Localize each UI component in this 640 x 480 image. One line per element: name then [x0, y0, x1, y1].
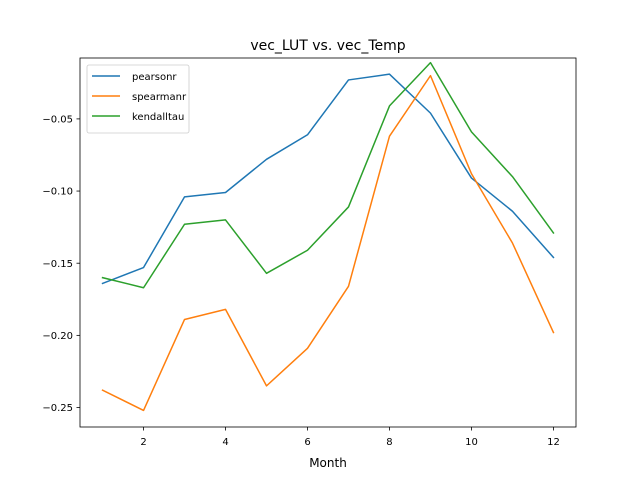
y-tick-label: −0.25	[42, 403, 73, 414]
series-line-spearmanr	[101, 74, 555, 412]
x-tick-label: 6	[304, 437, 310, 448]
y-tick-label: −0.10	[42, 187, 73, 198]
x-tick-label: 2	[140, 437, 146, 448]
series-line-kendalltau	[101, 61, 555, 289]
series-line-pearsonr	[101, 73, 555, 285]
axes-frame	[79, 57, 577, 428]
x-tick-label: 8	[386, 437, 392, 448]
y-tick-label: −0.20	[42, 331, 73, 342]
plot-area	[101, 61, 555, 412]
chart-title: vec_LUT vs. vec_Temp	[250, 38, 405, 54]
y-tick-label: −0.05	[42, 114, 73, 125]
legend: pearsonr spearmanr kendalltau	[86, 64, 190, 134]
x-tick-label: 4	[222, 437, 228, 448]
legend-label-kendalltau: kendalltau	[132, 112, 184, 123]
legend-label-spearmanr: spearmanr	[132, 92, 187, 103]
legend-label-pearsonr: pearsonr	[132, 72, 177, 83]
x-tick-label: 12	[547, 437, 560, 448]
x-tick-label: 10	[465, 437, 478, 448]
y-tick-label: −0.15	[42, 259, 73, 270]
axes: 2 4 6 8 10 12 −0.25 −0.20 −0.15 −0.10 −0.05	[42, 57, 577, 448]
x-axis-label: Month	[309, 456, 347, 470]
